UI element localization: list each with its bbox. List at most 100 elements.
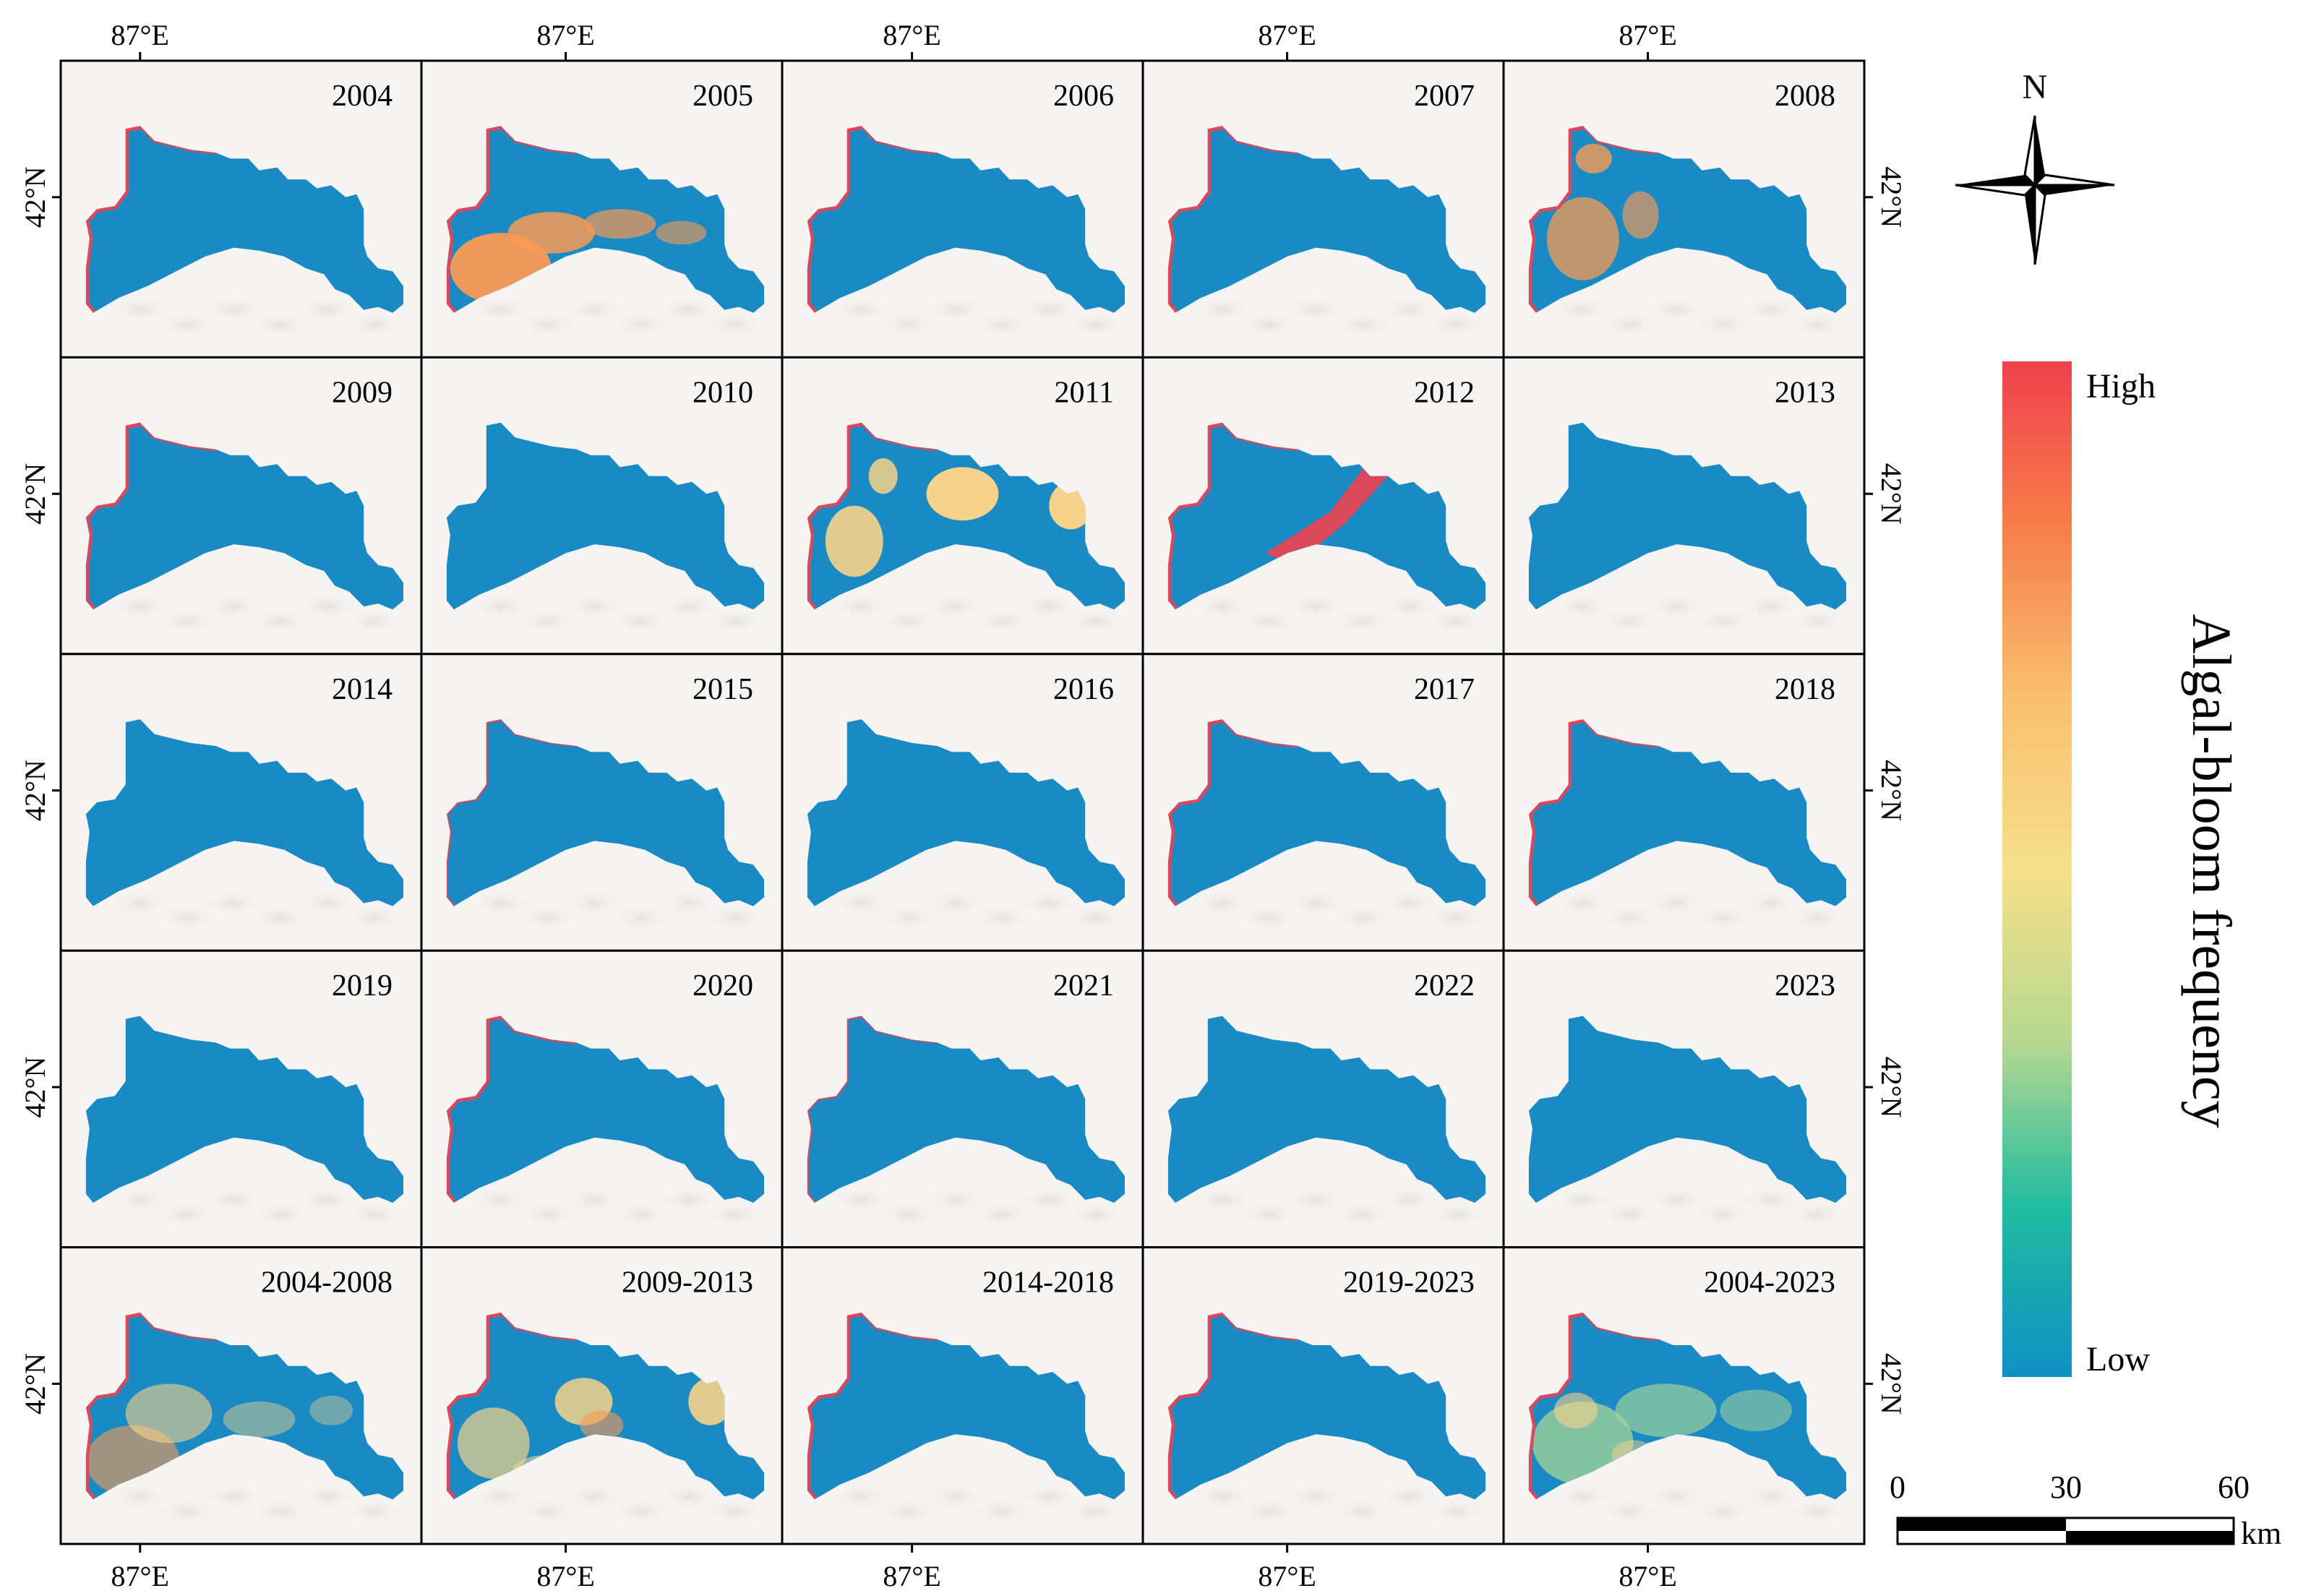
bloom-patch (457, 1407, 530, 1479)
panel-year-label: 2012 (1414, 376, 1475, 409)
dune-shade (468, 295, 533, 325)
dune-shade (1738, 295, 1804, 325)
dune-shade (1597, 1496, 1663, 1527)
lake-water-body (807, 126, 1125, 313)
dune-shade (609, 1496, 674, 1527)
panel-year-label: 2004 (332, 80, 393, 113)
dune-shade (703, 1200, 768, 1230)
bloom-patch (223, 1402, 296, 1438)
scale-bar-seg-1 (1898, 1518, 2066, 1531)
dune-shade (1424, 309, 1489, 340)
dune-shade (1691, 903, 1757, 933)
dune-shade (1644, 295, 1710, 325)
bottom-longitude-labels: 87°E 87°E 87°E 87°E 87°E (111, 1544, 1677, 1592)
map-panel-grid: 2004 2005 2006 2007 2008 2009 2010 2011 2012 2013… (59, 59, 1866, 1545)
scale-tick-0: 0 (1890, 1470, 1905, 1505)
dune-shade (515, 903, 580, 933)
lake-water-body (1528, 422, 1847, 610)
dune-shade (1424, 1200, 1489, 1230)
map-panel-2004-2023: 2004-2023 (1502, 1246, 1866, 1545)
dune-shade (1550, 295, 1616, 325)
panel-year-label: 2019 (332, 969, 393, 1003)
left-lat-label: 42°N (19, 760, 51, 821)
dune-shade (875, 606, 941, 637)
panel-year-label: 2009 (332, 376, 393, 409)
dune-shade (1691, 606, 1757, 637)
dune-shade (468, 591, 533, 622)
dune-shade (1644, 888, 1710, 918)
dune-shade (107, 888, 173, 918)
dune-shade (1691, 309, 1757, 340)
left-lat-label: 42°N (19, 463, 51, 525)
dune-shade (969, 1496, 1035, 1527)
bloom-patch (868, 458, 898, 494)
top-lon-label: 87°E (536, 19, 594, 51)
dune-shade (201, 295, 267, 325)
lake-water-body (807, 1312, 1125, 1500)
dune-shade (609, 1200, 674, 1230)
panel-year-label: 2011 (1055, 376, 1114, 409)
dune-shade (1063, 606, 1128, 637)
map-panel-2008: 2008 (1502, 59, 1866, 359)
shoreline-bloom-edge (486, 126, 577, 155)
dune-shade (562, 295, 627, 325)
dune-shade (1236, 1200, 1302, 1230)
bloom-patch (926, 467, 999, 521)
scale-unit: km (2241, 1516, 2281, 1551)
panel-year-label: 2009-2013 (622, 1266, 753, 1300)
dune-shade (969, 1200, 1035, 1230)
lake-water-body (85, 126, 404, 313)
dune-shade (922, 591, 988, 622)
panel-border (1502, 1246, 1866, 1545)
dune-shade (1785, 1200, 1851, 1230)
north-arrow-south-dark (2025, 185, 2035, 265)
shoreline-bloom-edge (1207, 719, 1298, 748)
bottom-lon-label: 87°E (1258, 1560, 1316, 1592)
left-lat-label: 42°N (19, 166, 51, 228)
map-panel-2023: 2023 (1502, 949, 1866, 1249)
dune-shade (1644, 1481, 1710, 1511)
bottom-lon-label: 87°E (536, 1560, 594, 1592)
map-panel-2017: 2017 (1141, 653, 1505, 952)
panel-year-label: 2013 (1775, 376, 1835, 409)
dune-shade (248, 1496, 314, 1527)
dune-shade (609, 606, 674, 637)
dune-shade (656, 591, 721, 622)
dune-shade (1330, 1496, 1396, 1527)
dune-shade (342, 606, 407, 637)
dune-shade (828, 591, 894, 622)
dune-shade (515, 606, 580, 637)
dune-shade (703, 1496, 768, 1527)
map-panel-2012: 2012 (1141, 356, 1505, 656)
panel-year-label: 2017 (1414, 673, 1475, 706)
dune-shade (1424, 903, 1489, 933)
dune-shade (295, 888, 361, 918)
panel-year-label: 2014 (332, 673, 393, 706)
panel-year-label: 2023 (1775, 969, 1835, 1003)
map-panel-2005: 2005 (420, 59, 784, 359)
dune-shade (107, 1185, 173, 1215)
bloom-patch (1622, 191, 1659, 239)
dune-shade (1785, 1496, 1851, 1527)
dune-shade (515, 309, 580, 340)
lake-water-body (807, 1016, 1125, 1203)
dune-shade (1377, 1481, 1443, 1511)
shoreline-bloom-edge (85, 422, 141, 610)
scale-tick-60: 60 (2218, 1470, 2250, 1505)
dune-shade (1016, 888, 1082, 918)
shoreline-bloom-edge (446, 1016, 502, 1203)
dune-shade (1016, 1481, 1082, 1511)
dune-shade (1377, 1185, 1443, 1215)
bloom-patch (583, 209, 656, 239)
dune-shade (703, 903, 768, 933)
bloom-patch (507, 212, 595, 254)
north-arrow-north-dark (2035, 116, 2045, 185)
map-panel-2010: 2010 (420, 356, 784, 656)
top-lon-label: 87°E (1619, 19, 1676, 51)
shoreline-bloom-edge (446, 1312, 502, 1500)
north-arrow-west-light (1955, 184, 2038, 197)
dune-shade (1738, 591, 1804, 622)
shoreline-bloom-edge (1528, 1312, 1584, 1500)
right-lat-label: 42°N (1875, 166, 1908, 228)
top-longitude-labels: 87°E 87°E 87°E 87°E 87°E (111, 19, 1677, 61)
